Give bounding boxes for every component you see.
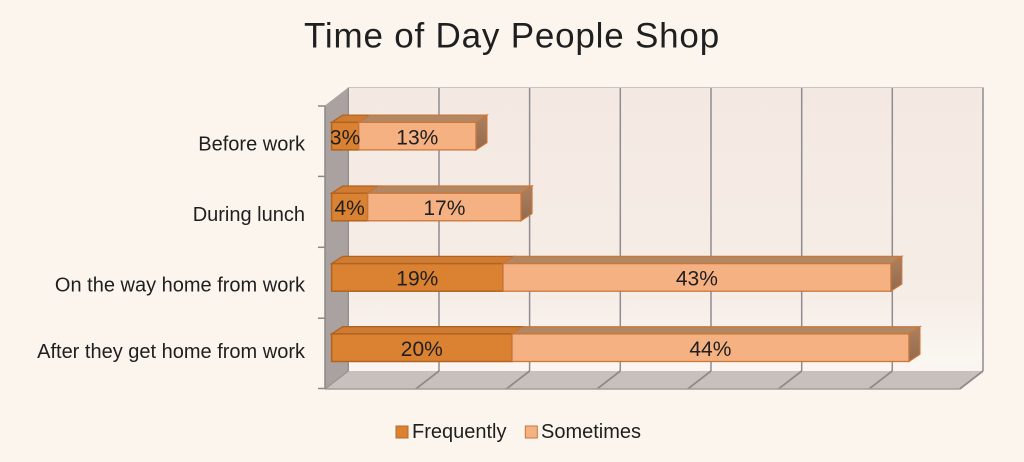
svg-text:Time of Day People Shop: Time of Day People Shop (304, 17, 720, 56)
svg-text:After they get home from work: After they get home from work (37, 341, 306, 363)
svg-text:43%: 43% (676, 268, 718, 291)
svg-text:4%: 4% (334, 197, 364, 220)
svg-text:20%: 20% (401, 338, 443, 361)
svg-text:17%: 17% (423, 197, 465, 220)
svg-text:Sometimes: Sometimes (541, 421, 641, 443)
svg-text:Frequently: Frequently (412, 421, 507, 443)
svg-text:3%: 3% (330, 126, 360, 149)
svg-text:Before work: Before work (198, 134, 306, 156)
svg-text:19%: 19% (396, 268, 438, 291)
svg-text:44%: 44% (689, 338, 731, 361)
svg-text:During lunch: During lunch (193, 204, 305, 226)
svg-text:On the way home from work: On the way home from work (55, 275, 306, 297)
svg-text:13%: 13% (396, 126, 438, 149)
